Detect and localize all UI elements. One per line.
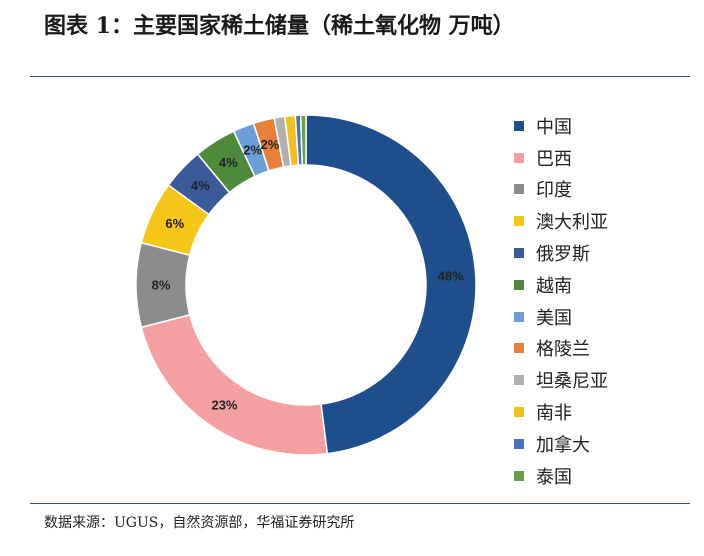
chart-title: 图表 1：主要国家稀土储量（稀土氧化物 万吨）	[44, 13, 515, 39]
data-label-0: 48%	[438, 268, 464, 283]
legend: 中国巴西印度澳大利亚俄罗斯越南美国格陵兰坦桑尼亚南非加拿大泰国	[514, 110, 608, 492]
legend-swatch	[514, 152, 524, 163]
legend-label: 俄罗斯	[536, 244, 590, 266]
data-label-7: 2%	[261, 137, 280, 152]
legend-label: 澳大利亚	[536, 212, 608, 234]
legend-item: 巴西	[514, 142, 608, 174]
legend-label: 印度	[536, 180, 572, 202]
legend-swatch	[514, 438, 524, 449]
bottom-rule	[30, 503, 690, 504]
data-labels: 48% 23% 8% 6% 4% 4% 2%2%	[152, 137, 465, 412]
slice-11	[299, 114, 307, 166]
legend-label: 越南	[536, 275, 572, 297]
legend-swatch	[514, 184, 524, 195]
legend-label: 加拿大	[536, 434, 590, 456]
legend-item: 美国	[514, 301, 608, 333]
top-rule	[30, 76, 690, 77]
data-label-5: 4%	[219, 155, 238, 170]
legend-label: 格陵兰	[536, 339, 590, 361]
legend-item: 中国	[514, 110, 608, 142]
slice-1	[140, 313, 329, 456]
legend-item: 泰国	[514, 460, 608, 492]
legend-label: 泰国	[536, 466, 572, 488]
legend-swatch	[514, 248, 524, 259]
slice-0	[305, 114, 477, 455]
legend-label: 美国	[536, 307, 572, 329]
data-label-1: 23%	[211, 397, 237, 412]
legend-item: 格陵兰	[514, 333, 608, 365]
legend-label: 南非	[536, 403, 572, 425]
source-note: 数据来源：UGUS，自然资源部，华福证券研究所	[44, 515, 355, 531]
legend-swatch	[514, 120, 524, 131]
legend-item: 南非	[514, 396, 608, 428]
legend-swatch	[514, 407, 524, 418]
data-label-2: 8%	[152, 278, 171, 293]
legend-label: 坦桑尼亚	[536, 371, 608, 393]
legend-item: 加拿大	[514, 428, 608, 460]
legend-item: 澳大利亚	[514, 205, 608, 237]
legend-swatch	[514, 375, 524, 386]
legend-swatch	[514, 279, 524, 290]
legend-item: 越南	[514, 269, 608, 301]
legend-swatch	[514, 470, 524, 481]
data-label-6: 2%	[243, 143, 262, 158]
slices	[135, 114, 477, 456]
legend-swatch	[514, 343, 524, 354]
legend-swatch	[514, 311, 524, 322]
legend-item: 坦桑尼亚	[514, 364, 608, 396]
legend-label: 巴西	[536, 148, 572, 170]
legend-label: 中国	[536, 116, 572, 138]
data-label-4: 4%	[191, 178, 210, 193]
legend-item: 俄罗斯	[514, 237, 608, 269]
legend-swatch	[514, 216, 524, 227]
data-label-3: 6%	[165, 216, 184, 231]
legend-item: 印度	[514, 174, 608, 206]
